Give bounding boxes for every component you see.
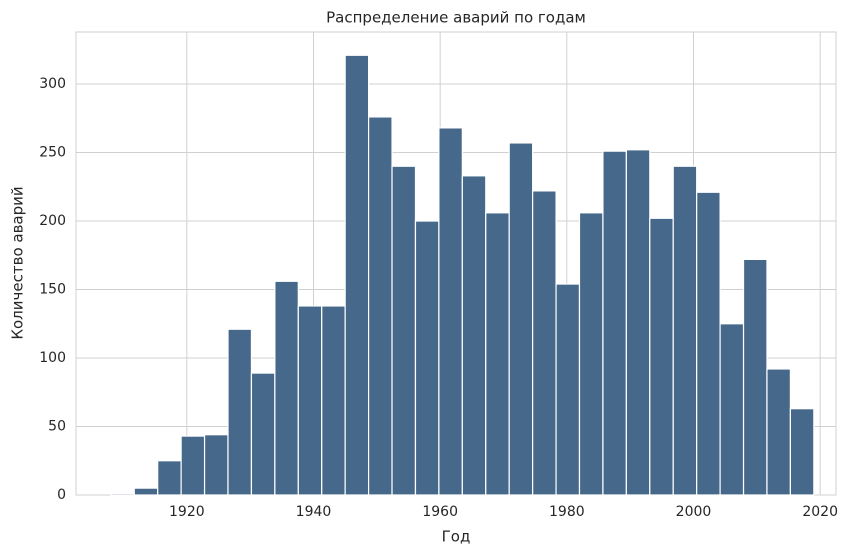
bar: [368, 116, 393, 496]
bar: [250, 372, 276, 496]
y-tick-label: 200: [39, 213, 66, 229]
bar: [532, 190, 557, 496]
bar: [297, 305, 323, 496]
bar: [696, 191, 721, 496]
y-tick-label: 50: [48, 419, 66, 435]
x-tick-label: 1980: [549, 504, 585, 520]
y-tick-label: 300: [39, 76, 66, 92]
bar: [180, 435, 206, 496]
x-tick-label: 1920: [169, 504, 205, 520]
bar: [133, 487, 159, 496]
x-axis-label: Год: [442, 528, 471, 546]
chart-title: Распределение аварий по годам: [326, 9, 586, 27]
bar: [672, 165, 698, 496]
bar: [414, 220, 440, 496]
bar: [438, 127, 463, 496]
bar: [649, 217, 674, 496]
bar: [203, 434, 229, 496]
y-tick-label: 100: [39, 350, 66, 366]
bar: [227, 328, 253, 496]
x-tick-label: 1960: [422, 504, 458, 520]
bar: [766, 368, 792, 496]
x-tick-label: 2020: [802, 504, 838, 520]
y-tick-label: 0: [57, 487, 66, 503]
bar: [461, 175, 487, 496]
x-tick-label: 2000: [676, 504, 712, 520]
bar: [602, 150, 627, 496]
bar: [485, 212, 510, 496]
bar: [321, 305, 346, 496]
y-tick-label: 150: [39, 282, 66, 298]
bar: [555, 283, 581, 496]
bar: [344, 54, 370, 496]
y-tick-label: 250: [39, 145, 66, 161]
bar: [157, 460, 182, 496]
bar: [110, 493, 135, 496]
bar: [625, 149, 651, 496]
bar: [742, 258, 768, 496]
bar: [274, 280, 299, 496]
y-axis-label: Количество аварий: [9, 186, 27, 339]
bar: [508, 142, 534, 496]
bar: [578, 212, 604, 496]
x-tick-label: 1940: [296, 504, 332, 520]
bar: [789, 408, 815, 496]
bar: [719, 323, 745, 496]
bar: [391, 165, 417, 496]
